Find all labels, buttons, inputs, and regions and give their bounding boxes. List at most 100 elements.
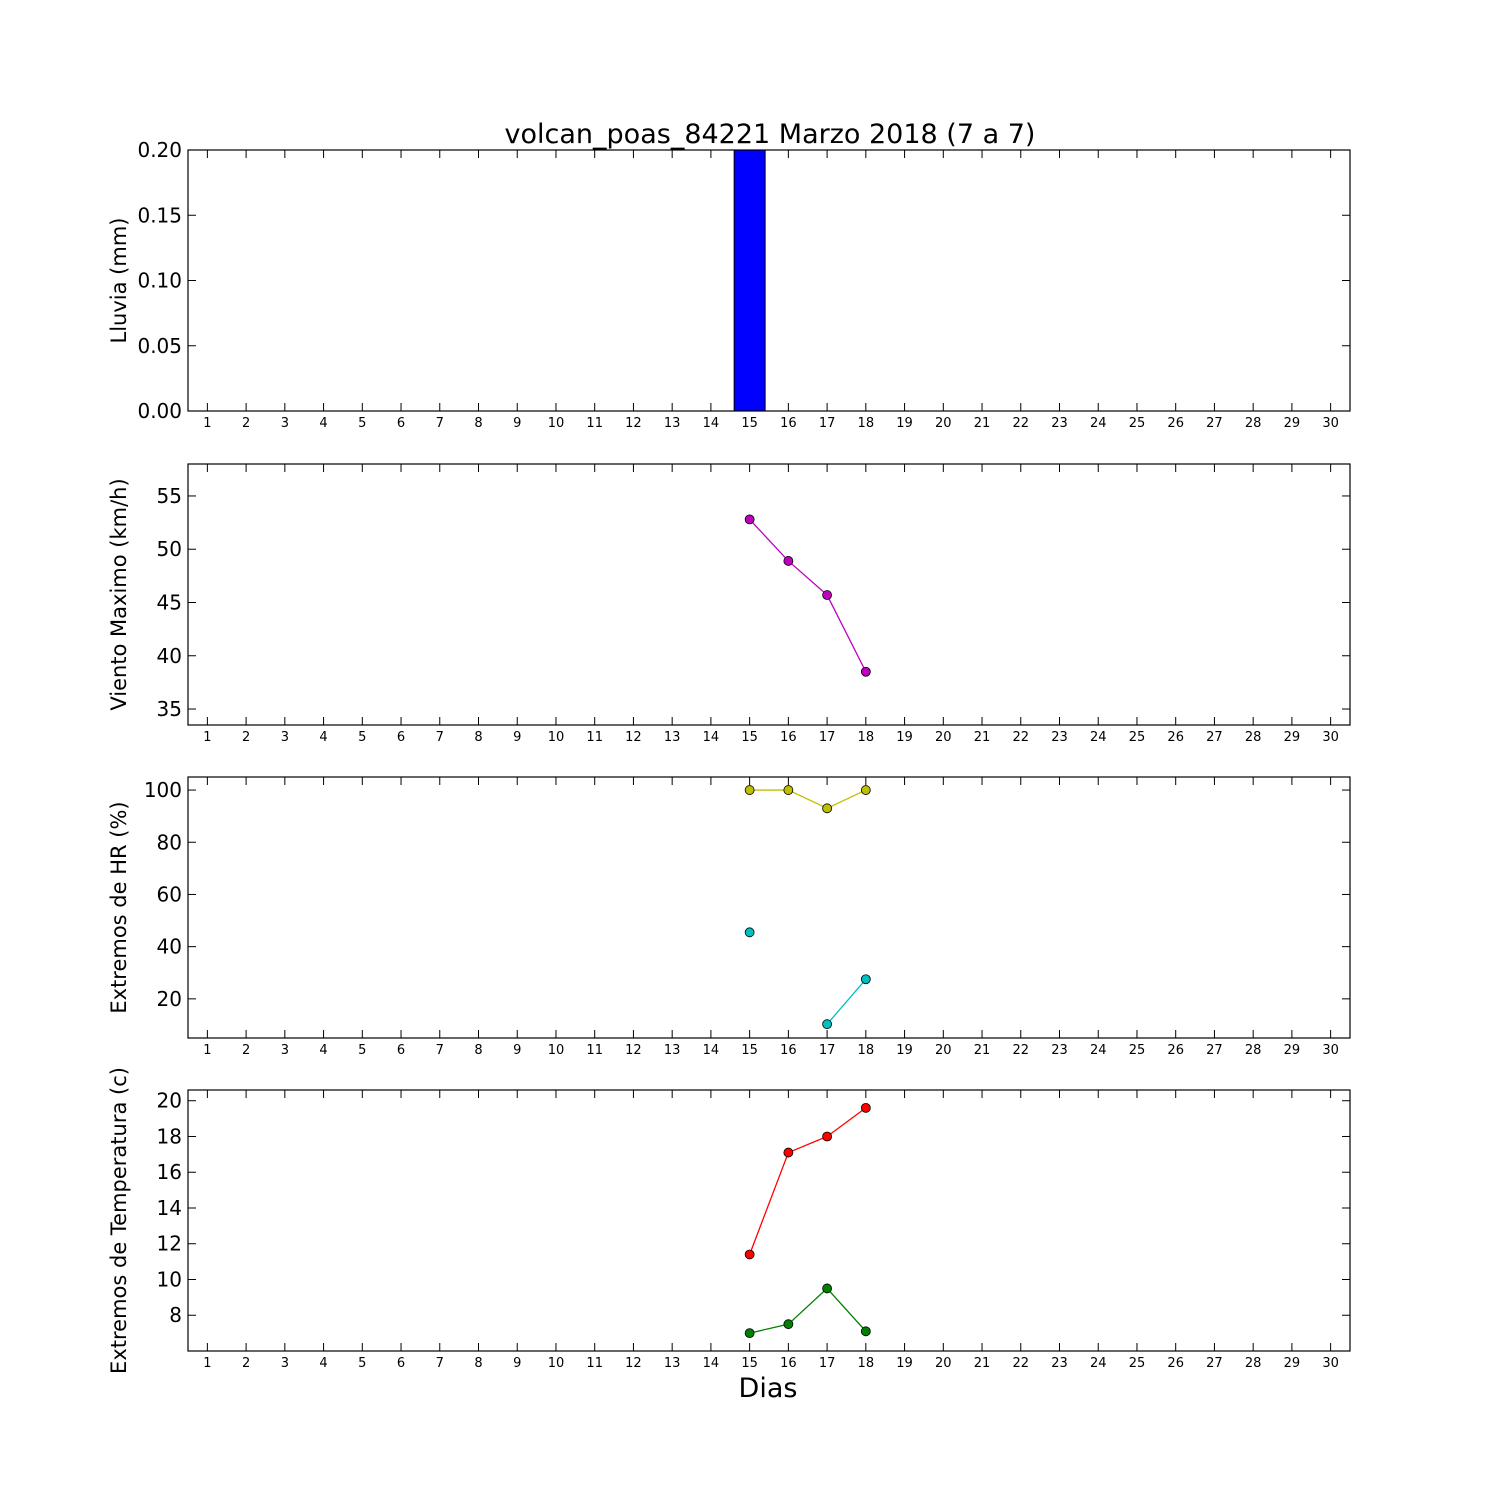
data-point — [783, 1319, 794, 1330]
x-tick-label: 8 — [474, 730, 482, 745]
x-tick-label: 6 — [397, 416, 405, 431]
plot-area — [744, 1102, 871, 1339]
x-tick-label: 30 — [1322, 730, 1339, 745]
x-tick-label: 25 — [1129, 416, 1146, 431]
x-tick-label: 14 — [703, 730, 720, 745]
x-tick-label: 28 — [1245, 1043, 1262, 1058]
x-tick-label: 6 — [397, 1356, 405, 1371]
data-point — [822, 1131, 832, 1142]
x-tick-label: 29 — [1284, 1043, 1301, 1058]
x-tick-label: 15 — [741, 730, 758, 745]
x-tick-label: 25 — [1129, 730, 1146, 745]
x-tick-label: 10 — [548, 1043, 565, 1058]
y-tick-label: 20 — [157, 987, 182, 1011]
x-tick-label: 10 — [548, 730, 565, 745]
x-tick-label: 3 — [281, 1043, 289, 1058]
y-tick-label: 40 — [157, 935, 182, 959]
x-tick-label: 26 — [1167, 1043, 1184, 1058]
x-tick-label: 4 — [319, 416, 327, 431]
x-tick-label: 27 — [1206, 730, 1223, 745]
x-tick-label: 24 — [1090, 1043, 1107, 1058]
axes-frame — [187, 149, 1351, 412]
x-tick-label: 23 — [1051, 416, 1068, 431]
x-tick-label: 18 — [858, 730, 875, 745]
x-tick-label: 8 — [474, 1043, 482, 1058]
data-point — [860, 974, 871, 985]
subplot-1: 0.000.050.100.150.201 2 3 4 5 6 7 8 9 10 11 12 13 14 1… — [107, 138, 1351, 431]
x-tick-label: 9 — [513, 730, 521, 745]
x-tick-label: 16 — [780, 1356, 797, 1371]
x-tick-label: 14 — [703, 1356, 720, 1371]
x-tick-label: 1 — [203, 1356, 211, 1371]
series-line — [826, 978, 867, 1025]
x-tick-label: 25 — [1129, 1356, 1146, 1371]
x-tick-label: 15 — [741, 1356, 758, 1371]
x-tick-label: 1 — [203, 416, 211, 431]
x-tick-label: 11 — [586, 730, 603, 745]
x-tick-label: 19 — [896, 1043, 913, 1058]
x-tick-label: 13 — [664, 416, 681, 431]
x-tick-label: 4 — [319, 1043, 327, 1058]
x-tick-label: 5 — [358, 730, 366, 745]
series-line — [749, 789, 867, 810]
x-tick-label: 9 — [513, 416, 521, 431]
x-tick-label: 1 — [203, 730, 211, 745]
series-line — [749, 518, 867, 673]
x-tick-label: 5 — [358, 1043, 366, 1058]
x-tick-label: 20 — [935, 1043, 952, 1058]
x-tick-label: 22 — [1012, 416, 1029, 431]
y-axis-label: Extremos de HR (%) — [107, 801, 131, 1013]
data-point — [822, 1019, 832, 1030]
x-tick-label: 29 — [1284, 416, 1301, 431]
plot-area — [744, 785, 871, 1030]
y-tick-label: 10 — [157, 1267, 182, 1291]
x-tick-label: 15 — [741, 1043, 758, 1058]
y-axis-label: Lluvia (mm) — [107, 218, 131, 344]
data-point — [822, 1283, 832, 1294]
data-point — [822, 803, 832, 814]
y-axis-label: Viento Maximo (km/h) — [107, 478, 131, 710]
x-tick-label: 23 — [1051, 1043, 1068, 1058]
data-point — [744, 514, 755, 525]
y-tick-label: 40 — [157, 644, 182, 668]
x-tick-label: 14 — [703, 1043, 720, 1058]
axes-frame — [187, 1089, 1351, 1352]
x-tick-label: 16 — [780, 1043, 797, 1058]
x-tick-label: 24 — [1090, 1356, 1107, 1371]
x-tick-label: 29 — [1284, 1356, 1301, 1371]
y-tick-label: 20 — [157, 1089, 182, 1113]
x-tick-label: 12 — [625, 416, 642, 431]
y-tick-label: 0.15 — [137, 203, 182, 227]
x-tick-label: 2 — [242, 416, 250, 431]
x-tick-label: 12 — [625, 1356, 642, 1371]
x-tick-label: 30 — [1322, 416, 1339, 431]
x-tick-label: 23 — [1051, 1356, 1068, 1371]
x-tick-label: 17 — [819, 1356, 836, 1371]
x-tick-label: 23 — [1051, 730, 1068, 745]
x-tick-label: 13 — [664, 1356, 681, 1371]
x-tick-label: 13 — [664, 730, 681, 745]
x-tick-label: 25 — [1129, 1043, 1146, 1058]
data-point — [860, 785, 871, 795]
axes-frame — [187, 776, 1351, 1039]
y-tick-label: 50 — [157, 537, 182, 561]
x-tick-label: 8 — [474, 1356, 482, 1371]
y-tick-label: 45 — [157, 590, 182, 614]
axes-frame — [187, 463, 1351, 726]
x-tick-label: 7 — [436, 1043, 444, 1058]
x-tick-label: 16 — [780, 730, 797, 745]
y-tick-label: 55 — [157, 484, 182, 508]
x-tick-label: 26 — [1167, 416, 1184, 431]
x-tick-label: 10 — [548, 1356, 565, 1371]
x-tick-label: 26 — [1167, 1356, 1184, 1371]
bar — [733, 150, 766, 411]
data-point — [860, 1102, 871, 1113]
x-tick-label: 28 — [1245, 1356, 1262, 1371]
x-tick-label: 11 — [586, 416, 603, 431]
x-tick-label: 14 — [703, 416, 720, 431]
data-point — [744, 1328, 755, 1339]
y-tick-label: 14 — [157, 1196, 182, 1220]
x-tick-label: 22 — [1012, 730, 1029, 745]
x-tick-label: 16 — [780, 416, 797, 431]
